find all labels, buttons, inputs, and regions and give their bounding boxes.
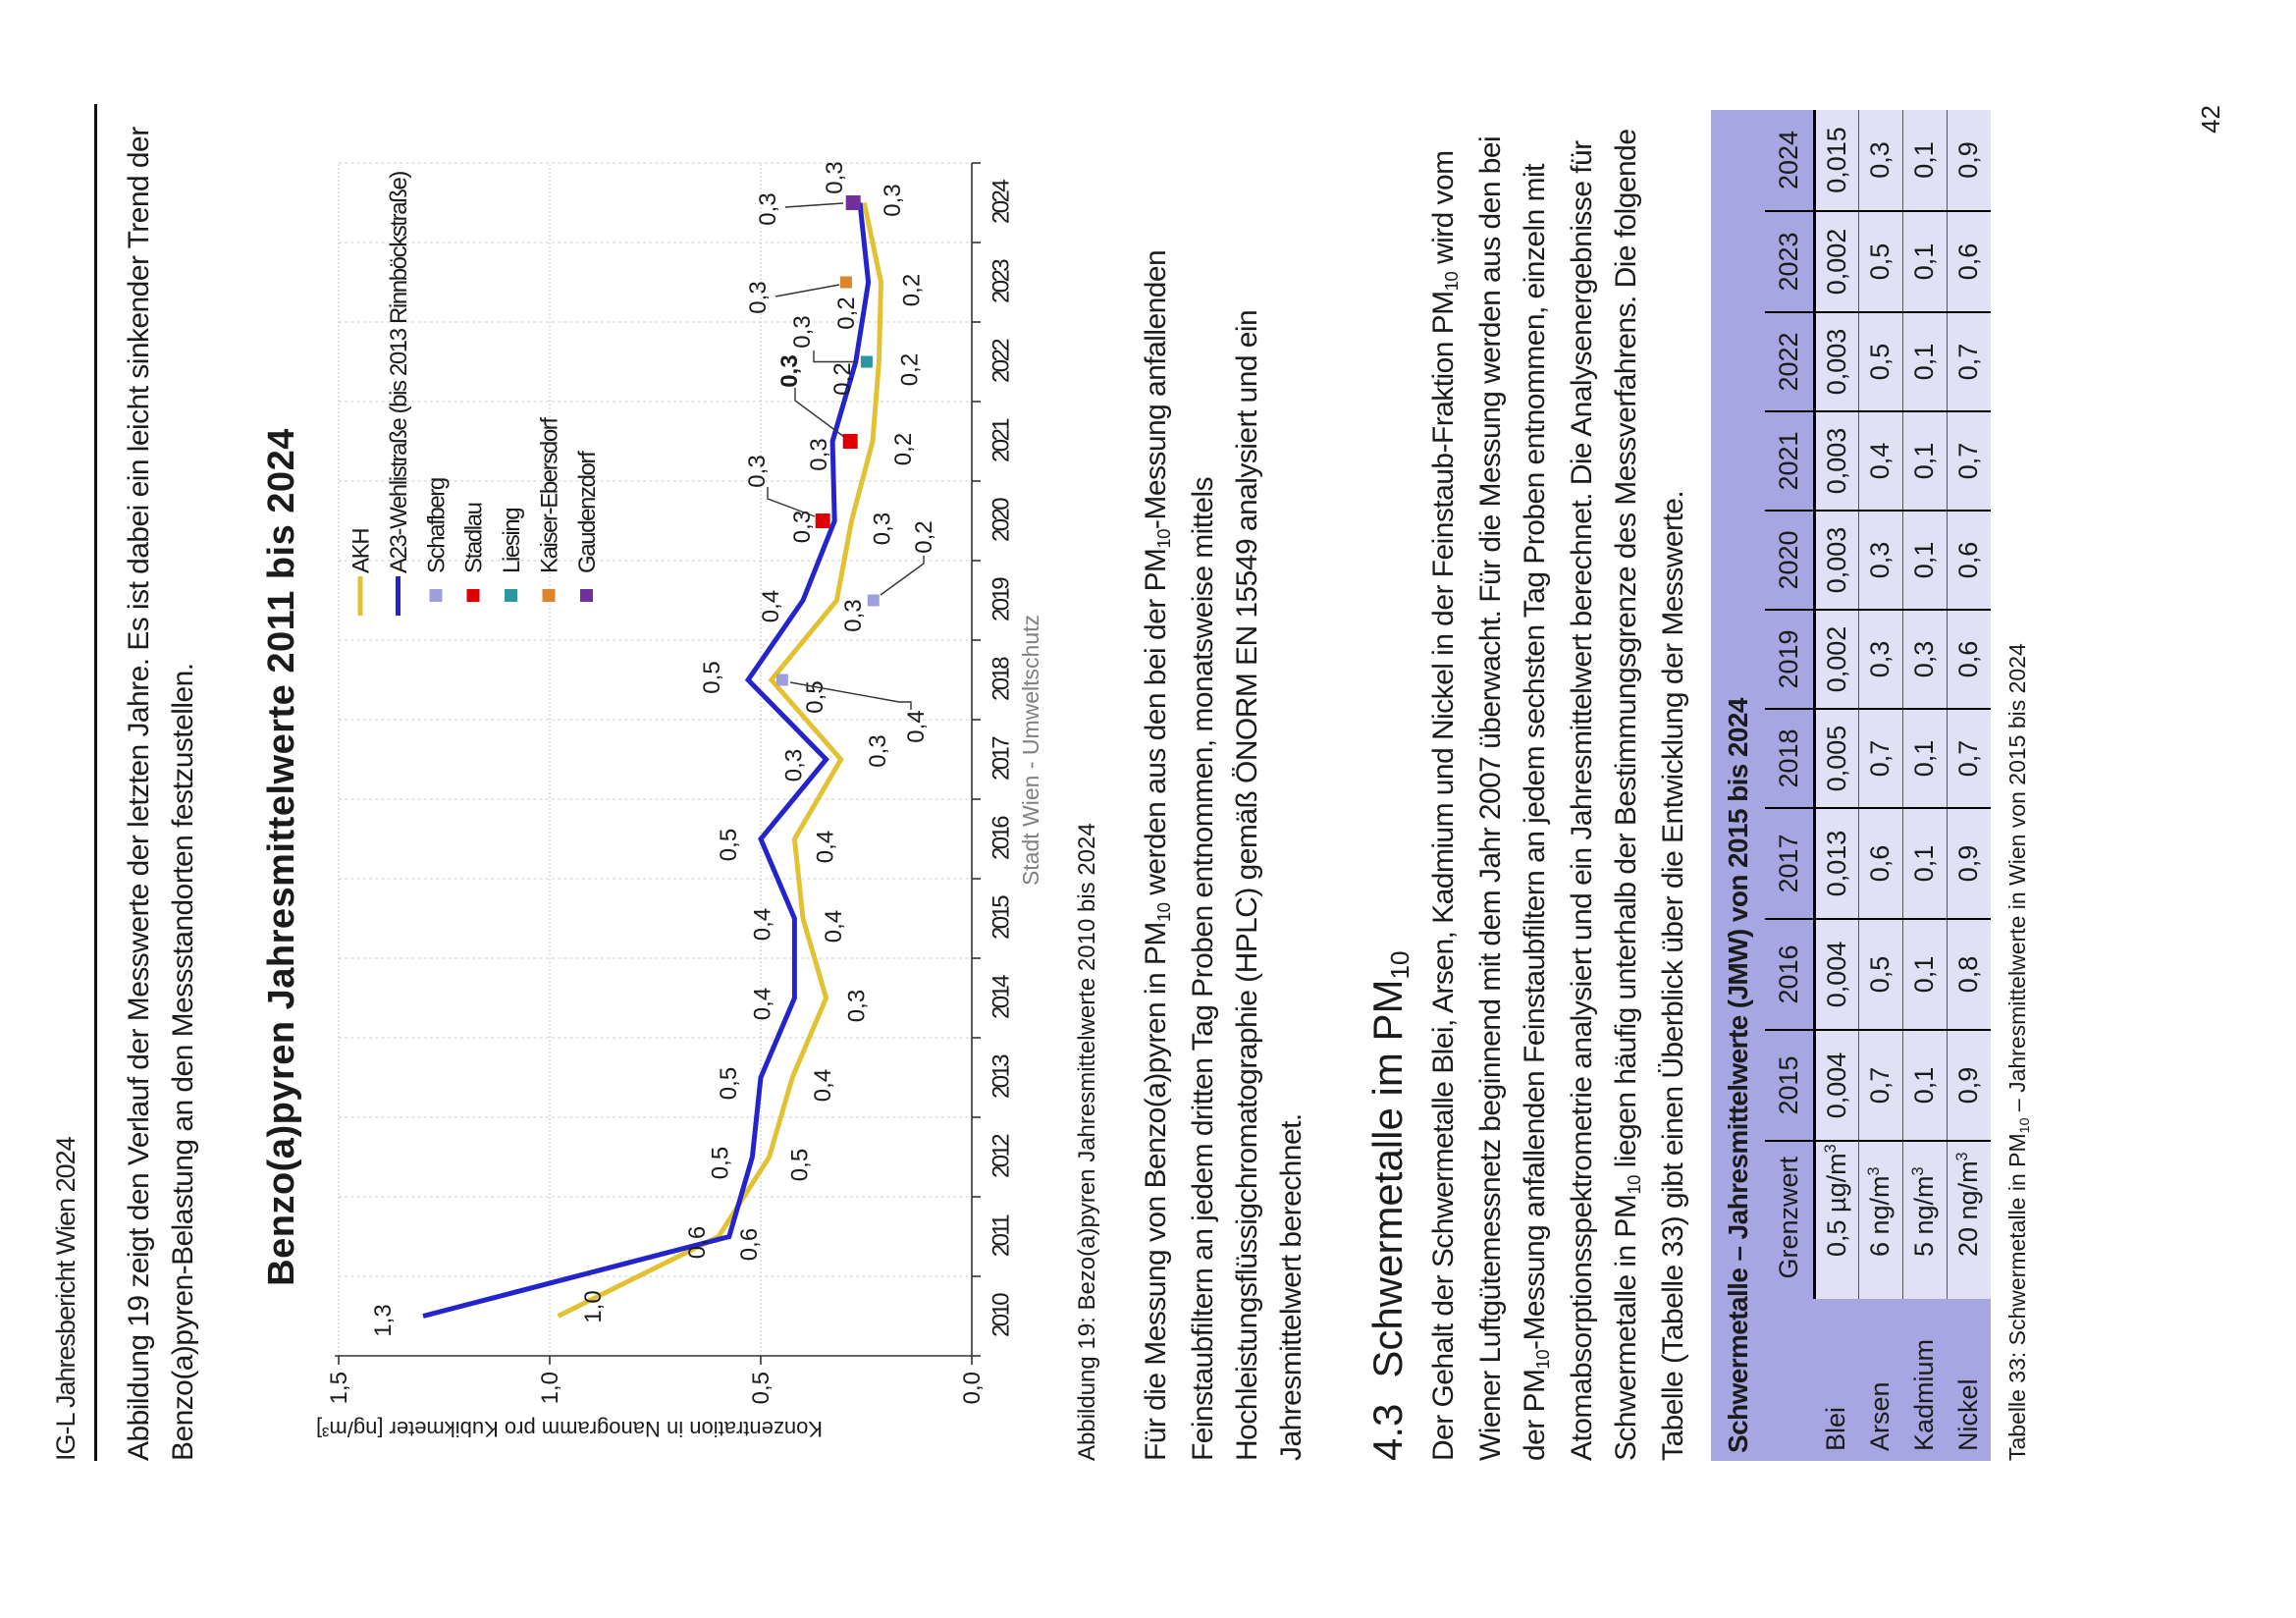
svg-text:Konzentration in Nanogramm pro: Konzentration in Nanogramm pro Kubikmete… [316,1417,823,1441]
svg-text:0,5: 0,5 [802,680,828,713]
svg-text:0,3: 0,3 [880,184,906,216]
svg-text:2022: 2022 [988,339,1015,383]
svg-text:0,5: 0,5 [716,829,742,861]
svg-text:0,2: 0,2 [829,362,856,395]
svg-text:2020: 2020 [988,498,1015,542]
svg-text:0,2: 0,2 [911,520,937,553]
svg-text:1,0: 1,0 [580,1290,607,1322]
svg-text:0,3: 0,3 [789,315,816,348]
svg-text:0,4: 0,4 [758,590,784,622]
svg-text:0,3: 0,3 [870,512,896,545]
svg-text:2015: 2015 [988,895,1015,940]
svg-text:0,5: 0,5 [716,1067,742,1100]
svg-text:Gaudenzdorf: Gaudenzdorf [574,451,601,573]
svg-text:0,3: 0,3 [755,192,781,225]
svg-text:2023: 2023 [988,259,1015,303]
svg-text:0,6: 0,6 [684,1226,711,1259]
svg-text:2014: 2014 [988,975,1015,1019]
svg-text:0,5: 0,5 [748,1372,774,1404]
svg-text:0,4: 0,4 [903,710,930,742]
svg-text:0,5: 0,5 [707,1147,733,1179]
svg-text:2010: 2010 [988,1293,1015,1337]
svg-text:0,3: 0,3 [865,734,891,767]
svg-text:0,3: 0,3 [822,161,848,193]
svg-text:0,3: 0,3 [844,990,871,1022]
svg-text:Schafberg: Schafberg [424,478,451,573]
svg-text:Benzo(a)pyren Jahresmittelwert: Benzo(a)pyren Jahresmittelwerte 2011 bis… [261,428,302,1286]
svg-text:0,3: 0,3 [744,455,771,487]
svg-text:0,3: 0,3 [776,354,803,387]
svg-text:0,5: 0,5 [699,661,725,693]
svg-text:0,2: 0,2 [833,297,860,329]
svg-text:0,5: 0,5 [787,1149,814,1181]
svg-text:0,6: 0,6 [736,1228,763,1261]
svg-text:0,3: 0,3 [781,749,808,782]
svg-text:2021: 2021 [988,418,1015,462]
svg-text:Stadlau: Stadlau [461,503,488,573]
svg-text:0,4: 0,4 [749,908,775,941]
svg-text:0,3: 0,3 [745,281,772,313]
svg-text:0,3: 0,3 [840,599,867,631]
svg-text:Kaiser-Ebersdorf: Kaiser-Ebersdorf [537,417,563,573]
svg-text:0,4: 0,4 [821,910,847,943]
svg-text:2011: 2011 [988,1214,1015,1257]
svg-text:1,3: 1,3 [370,1304,397,1336]
svg-text:1,5: 1,5 [326,1372,352,1404]
svg-text:0,4: 0,4 [812,831,838,863]
svg-text:2017: 2017 [988,736,1015,781]
svg-text:2013: 2013 [988,1054,1015,1099]
svg-text:0,2: 0,2 [899,274,926,306]
svg-text:1,0: 1,0 [537,1372,563,1404]
svg-text:0,3: 0,3 [806,438,832,470]
svg-text:2018: 2018 [988,657,1015,701]
svg-text:AKH: AKH [348,529,375,573]
svg-text:0,4: 0,4 [810,1069,836,1102]
svg-text:0,0: 0,0 [959,1372,986,1404]
svg-text:Stadt Wien - Umweltschutz: Stadt Wien - Umweltschutz [1018,615,1043,886]
svg-text:0,4: 0,4 [749,988,775,1020]
svg-text:0,2: 0,2 [890,433,917,465]
svg-text:0,2: 0,2 [896,353,923,386]
svg-text:2012: 2012 [988,1134,1015,1178]
svg-text:2016: 2016 [988,816,1015,860]
svg-text:2019: 2019 [988,577,1015,621]
svg-text:Liesing: Liesing [499,509,525,573]
svg-text:2024: 2024 [988,180,1015,224]
svg-text:A23-Wehlistraße (bis 2013 Rinn: A23-Wehlistraße (bis 2013 Rinnböckstraße… [386,172,412,573]
